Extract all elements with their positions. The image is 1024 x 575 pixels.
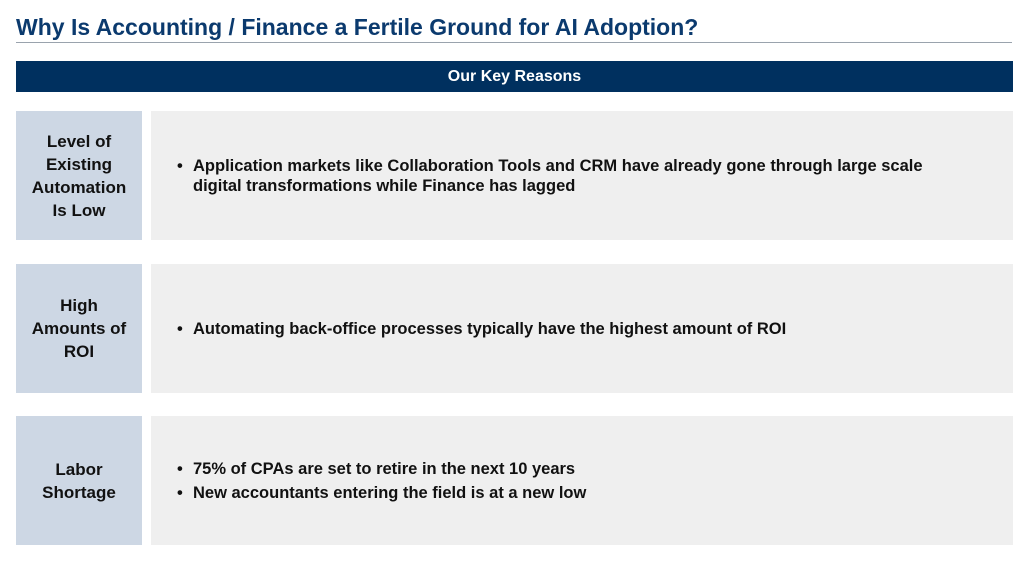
reason-body: Application markets like Collaboration T…: [151, 111, 1013, 240]
reason-row: High Amounts of ROI Automating back-offic…: [16, 264, 1013, 393]
bullet-item: 75% of CPAs are set to retire in the nex…: [177, 459, 973, 479]
reason-row: Level of Existing Automation Is Low Appli…: [16, 111, 1013, 240]
bullet-item: Automating back-office processes typical…: [177, 319, 973, 339]
reason-body: Automating back-office processes typical…: [151, 264, 1013, 393]
reason-label: Level of Existing Automation Is Low: [16, 111, 142, 240]
bullet-item: New accountants entering the field is at…: [177, 483, 973, 503]
reason-label: High Amounts of ROI: [16, 264, 142, 393]
reason-label: Labor Shortage: [16, 416, 142, 545]
banner: Our Key Reasons: [16, 61, 1013, 92]
reason-body: 75% of CPAs are set to retire in the nex…: [151, 416, 1013, 545]
bullet-item: Application markets like Collaboration T…: [177, 156, 973, 196]
slide-title: Why Is Accounting / Finance a Fertile Gr…: [16, 14, 1012, 43]
reason-row: Labor Shortage 75% of CPAs are set to ret…: [16, 416, 1013, 545]
